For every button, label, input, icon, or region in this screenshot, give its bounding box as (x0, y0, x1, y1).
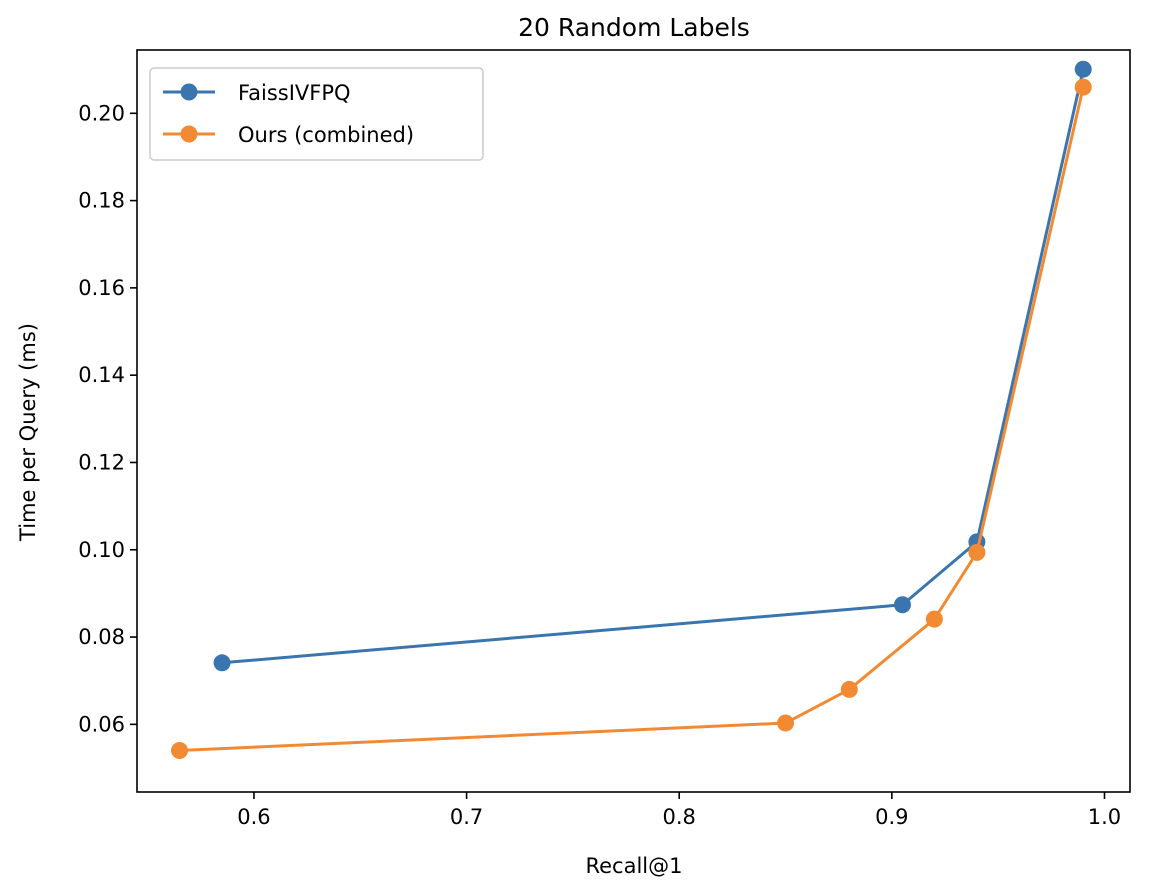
x-tick-label: 0.6 (237, 805, 270, 829)
data-point (968, 543, 986, 561)
y-tick-label: 0.18 (78, 189, 125, 213)
legend-marker (180, 83, 198, 101)
legend: FaissIVFPQ Ours (combined) (149, 67, 484, 161)
data-point (171, 742, 189, 760)
x-tick-label: 0.8 (663, 805, 696, 829)
x-tick-label: 1.0 (1088, 805, 1121, 829)
y-axis-ticks: 0.06 0.08 0.10 0.12 0.14 0.16 0.18 0.20 (78, 101, 137, 736)
y-axis-title: Time per Query (ms) (16, 323, 40, 542)
data-point (925, 610, 943, 628)
legend-box (149, 67, 484, 161)
y-tick-label: 0.20 (78, 101, 125, 125)
series-line (179, 86, 1085, 753)
data-point (777, 714, 795, 732)
legend-marker (180, 125, 198, 143)
chart-title: 20 Random Labels (518, 13, 750, 42)
data-point (1074, 60, 1092, 78)
y-tick-label: 0.08 (78, 625, 125, 649)
data-point (1074, 78, 1092, 96)
data-point (893, 596, 911, 614)
x-axis-title: Recall@1 (585, 854, 682, 878)
legend-label: Ours (combined) (238, 123, 414, 147)
y-tick-label: 0.06 (78, 712, 125, 736)
legend-entry: Ours (combined) (163, 123, 414, 147)
legend-entry: FaissIVFPQ (163, 81, 351, 105)
x-tick-label: 0.7 (450, 805, 483, 829)
data-point (213, 654, 231, 672)
x-tick-label: 0.9 (875, 805, 908, 829)
plot-frame (136, 49, 1131, 793)
series-line (221, 68, 1085, 665)
y-tick-label: 0.14 (78, 363, 125, 387)
plot-area (136, 49, 1131, 793)
y-tick-label: 0.10 (78, 538, 125, 562)
data-point (840, 680, 858, 698)
series-layer (171, 60, 1092, 760)
x-axis-ticks: 0.6 0.7 0.8 0.9 1.0 (237, 792, 1121, 829)
y-tick-label: 0.12 (78, 450, 125, 474)
series-2 (171, 78, 1092, 760)
y-tick-label: 0.16 (78, 276, 125, 300)
legend-label: FaissIVFPQ (238, 81, 351, 105)
